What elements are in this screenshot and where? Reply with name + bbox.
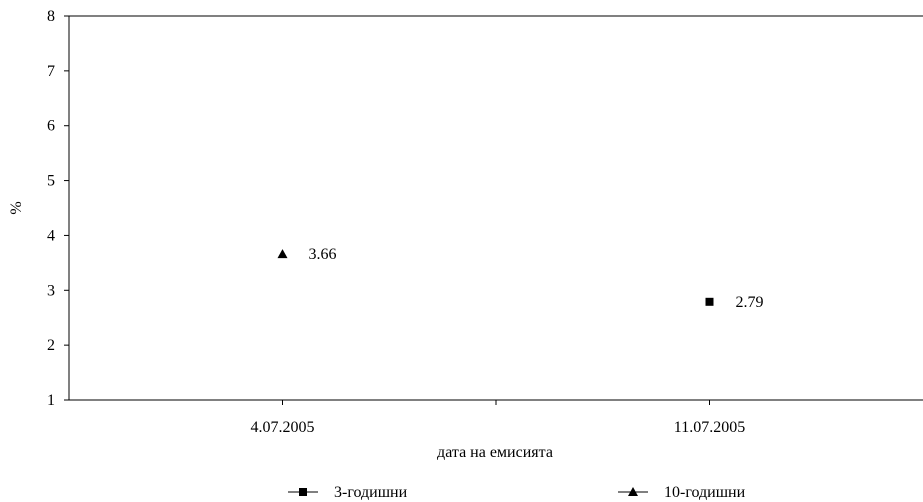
y-tick-label: 3 <box>47 282 55 299</box>
legend-label: 10-годишни <box>664 484 746 501</box>
y-tick-label: 2 <box>47 337 55 354</box>
data-label: 3.66 <box>309 246 337 263</box>
y-tick-label: 5 <box>47 173 55 190</box>
data-marks: 2.79 3.66 <box>277 246 764 311</box>
legend-square-marker <box>299 488 307 496</box>
y-axis-label: % <box>8 201 25 214</box>
x-axis-ticks: 4.07.2005 11.07.2005 <box>251 400 745 436</box>
x-tick-label: 11.07.2005 <box>674 419 745 436</box>
plot-area <box>68 15 923 401</box>
x-tick-label: 4.07.2005 <box>251 419 315 436</box>
legend: 3-годишни 10-годишни <box>288 484 746 501</box>
y-axis-ticks: 1 2 3 4 5 6 7 8 <box>47 8 69 409</box>
y-tick-label: 7 <box>47 63 55 80</box>
y-tick-label: 1 <box>47 392 55 409</box>
data-point-square <box>705 297 714 306</box>
y-tick-label: 4 <box>47 227 55 244</box>
y-tick-label: 8 <box>47 8 55 25</box>
data-label: 2.79 <box>736 294 764 311</box>
legend-label: 3-годишни <box>334 484 408 501</box>
y-tick-label: 6 <box>47 118 55 135</box>
legend-triangle-marker <box>628 487 638 496</box>
x-axis-label: дата на емисията <box>437 444 553 461</box>
data-point-triangle <box>277 249 288 259</box>
